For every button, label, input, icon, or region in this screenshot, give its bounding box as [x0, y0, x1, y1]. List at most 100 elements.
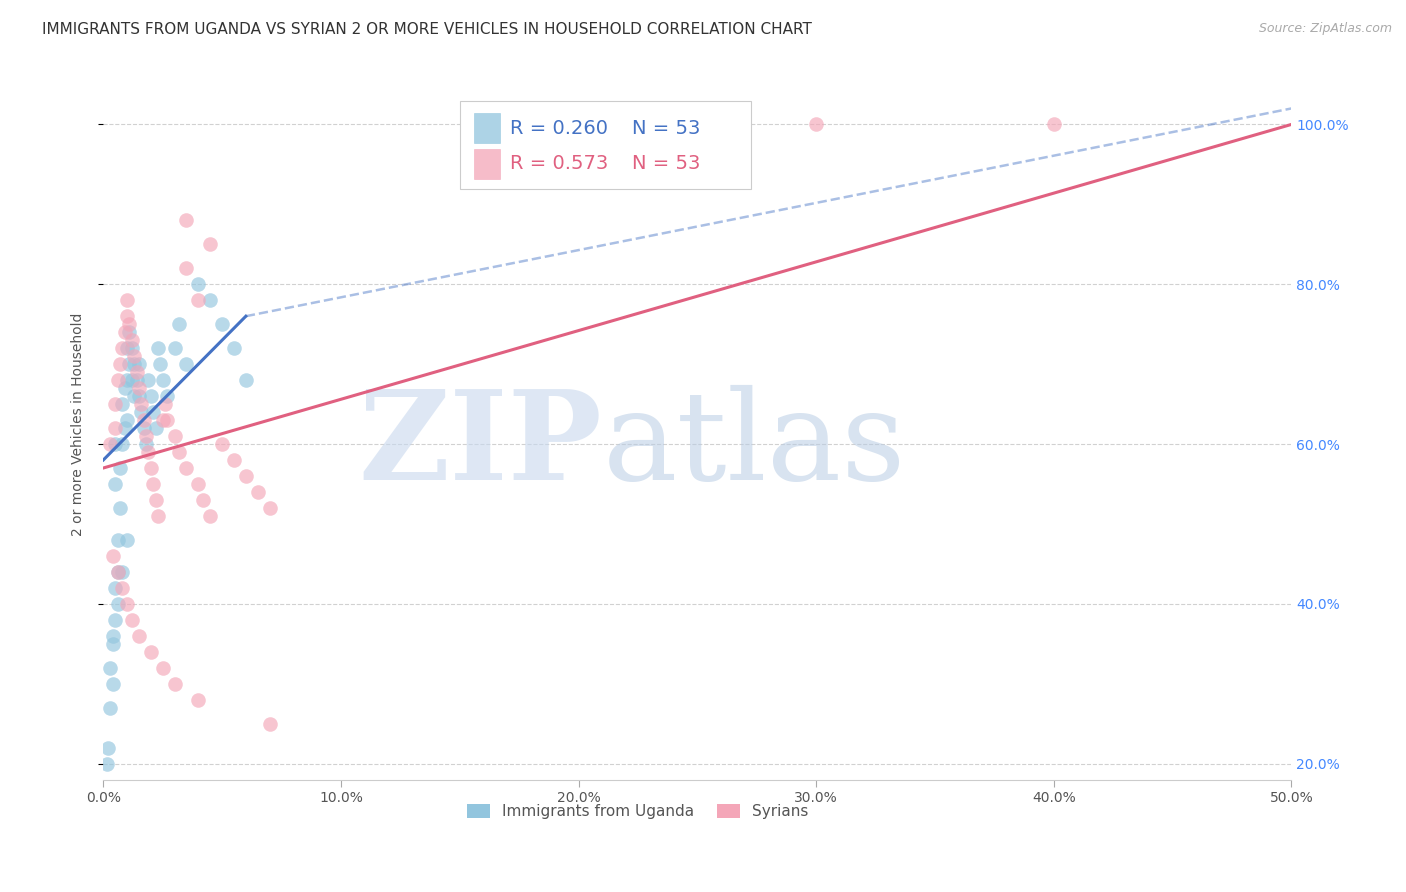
Point [115, 309, 138, 323]
Point [114, 421, 136, 435]
Point [131, 405, 153, 419]
Point [107, 373, 129, 387]
Point [104, 397, 127, 411]
Point [122, 349, 145, 363]
Point [132, 421, 155, 435]
Point [139, 645, 162, 659]
FancyBboxPatch shape [474, 113, 501, 144]
Point [135, 437, 157, 451]
Point [104, 613, 127, 627]
Point [235, 373, 257, 387]
Point [128, 357, 150, 371]
Point [176, 461, 198, 475]
Point [101, 677, 124, 691]
Point [107, 597, 129, 611]
Point [138, 373, 160, 387]
Point [139, 389, 162, 403]
Point [101, 549, 124, 563]
Point [156, 389, 179, 403]
Legend: Immigrants from Uganda, Syrians: Immigrants from Uganda, Syrians [461, 798, 815, 825]
Point [153, 397, 176, 411]
Point [152, 413, 174, 427]
Point [121, 613, 143, 627]
Point [211, 437, 233, 451]
Text: N = 53: N = 53 [631, 119, 700, 137]
Text: R = 0.573: R = 0.573 [509, 154, 607, 173]
Point [138, 445, 160, 459]
Point [115, 597, 138, 611]
Point [104, 477, 127, 491]
Point [100, 661, 122, 675]
Point [115, 413, 138, 427]
Point [108, 357, 131, 371]
Point [200, 293, 222, 308]
FancyBboxPatch shape [474, 149, 501, 178]
Point [118, 325, 141, 339]
FancyBboxPatch shape [460, 101, 751, 189]
Point [121, 373, 143, 387]
Point [101, 637, 124, 651]
Point [107, 565, 129, 579]
Point [107, 565, 129, 579]
Point [108, 500, 131, 515]
Point [1042, 118, 1064, 132]
Point [156, 413, 179, 427]
Point [804, 118, 827, 132]
Point [145, 421, 167, 435]
Point [163, 677, 186, 691]
Point [169, 317, 191, 331]
Point [187, 277, 209, 292]
Text: IMMIGRANTS FROM UGANDA VS SYRIAN 2 OR MORE VEHICLES IN HOUSEHOLD CORRELATION CHA: IMMIGRANTS FROM UGANDA VS SYRIAN 2 OR MO… [42, 22, 813, 37]
Point [97, 740, 120, 755]
Point [118, 317, 141, 331]
Point [115, 373, 138, 387]
Point [128, 389, 150, 403]
Point [200, 237, 222, 252]
Point [107, 533, 129, 547]
Point [176, 213, 198, 227]
Point [145, 492, 167, 507]
Point [125, 365, 148, 379]
Point [104, 581, 127, 595]
Point [131, 397, 153, 411]
Point [246, 485, 269, 500]
Point [235, 469, 257, 483]
Point [211, 317, 233, 331]
Point [259, 716, 281, 731]
Point [122, 389, 145, 403]
Point [176, 261, 198, 276]
Point [142, 405, 165, 419]
Text: N = 53: N = 53 [631, 154, 700, 173]
Point [122, 357, 145, 371]
Point [111, 581, 134, 595]
Point [96, 756, 118, 771]
Point [111, 565, 134, 579]
Point [146, 508, 169, 523]
Point [111, 397, 134, 411]
Text: R = 0.260: R = 0.260 [509, 119, 607, 137]
Point [118, 357, 141, 371]
Point [259, 500, 281, 515]
Point [169, 445, 191, 459]
Point [222, 341, 245, 355]
Point [121, 333, 143, 347]
Point [115, 533, 138, 547]
Point [100, 437, 122, 451]
Text: Source: ZipAtlas.com: Source: ZipAtlas.com [1258, 22, 1392, 36]
Point [135, 429, 157, 443]
Y-axis label: 2 or more Vehicles in Household: 2 or more Vehicles in Household [72, 312, 86, 536]
Point [176, 357, 198, 371]
Point [187, 692, 209, 706]
Point [128, 629, 150, 643]
Point [142, 477, 165, 491]
Point [125, 373, 148, 387]
Point [104, 437, 127, 451]
Text: atlas: atlas [602, 384, 905, 506]
Point [200, 508, 222, 523]
Point [108, 461, 131, 475]
Point [111, 437, 134, 451]
Point [128, 381, 150, 395]
Point [152, 661, 174, 675]
Point [104, 421, 127, 435]
Text: ZIP: ZIP [359, 384, 602, 506]
